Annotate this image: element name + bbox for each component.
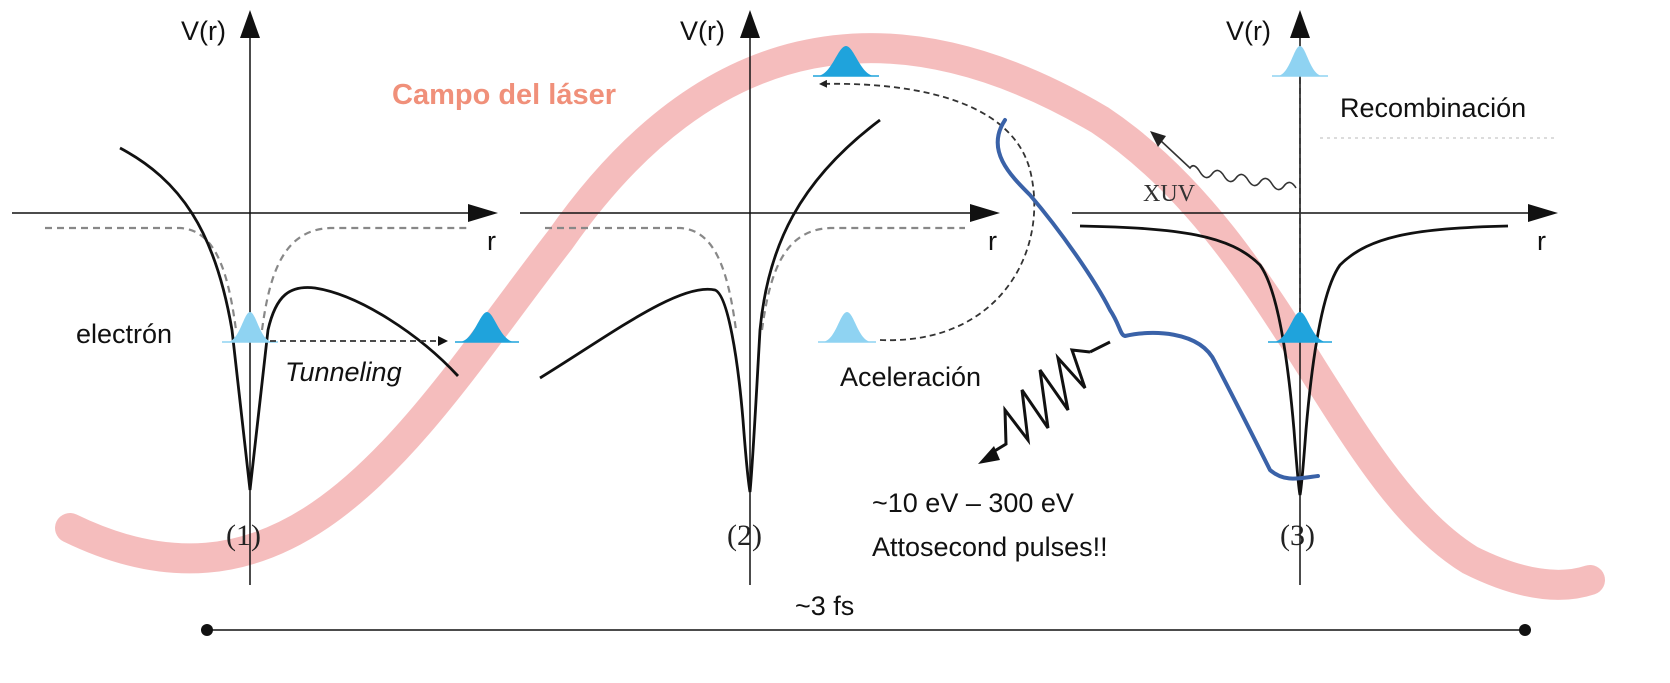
energy-range-label: ~10 eV – 300 eV	[872, 488, 1074, 518]
axis-r-2-arrowhead	[970, 204, 1000, 222]
wavepacket-far-2	[818, 46, 874, 76]
xuv-label: XUV	[1143, 181, 1196, 207]
tunneled-wavepacket-1	[460, 312, 514, 342]
tunneling-label: Tunneling	[285, 357, 402, 387]
panel-1-tunneling: V(r) r electrón Tunneling (1)	[12, 10, 519, 585]
axis-v-3-label: V(r)	[1226, 16, 1271, 46]
electron-trajectory-loop	[819, 79, 1036, 341]
tilted-potential-2	[539, 118, 881, 493]
stage-2-label: (2)	[727, 519, 762, 552]
laser-field-label: Campo del láser	[392, 79, 616, 111]
axis-r-3-label: r	[1537, 226, 1546, 256]
attosecond-pulse-arrowhead	[978, 446, 1000, 464]
axis-v-1-arrowhead	[240, 10, 260, 38]
recombination-label: Recombinación	[1340, 93, 1526, 123]
attosecond-pulse-wave	[987, 348, 1091, 457]
stage-1-label: (1)	[226, 519, 261, 552]
returning-wavepacket-3	[1278, 46, 1322, 76]
time-span-start-dot	[201, 624, 213, 636]
coulomb-potential-dashed-1	[45, 226, 470, 331]
coulomb-potential-dashed-2	[545, 226, 965, 331]
attosecond-pulses-label: Attosecond pulses!!	[872, 532, 1108, 562]
recombined-wavepacket-3	[1274, 312, 1326, 342]
time-span-end-dot	[1519, 624, 1531, 636]
bound-wavepacket-1	[228, 312, 272, 342]
axis-r-1-label: r	[487, 226, 496, 256]
panel-3-recombination: V(r) r XUV Recombinación (3)	[1072, 10, 1558, 585]
laser-field-wave	[55, 33, 1605, 600]
axis-v-3-arrowhead	[1290, 10, 1310, 38]
axis-v-2-arrowhead	[740, 10, 760, 38]
wavepacket-near-core-2	[823, 312, 871, 342]
axis-r-1-arrowhead	[468, 204, 498, 222]
axis-v-1-label: V(r)	[181, 16, 226, 46]
stage-3-label: (3)	[1280, 519, 1315, 552]
electron-label: electrón	[76, 319, 172, 349]
acceleration-label: Aceleración	[840, 362, 981, 392]
xuv-photon-arrowhead	[1150, 131, 1166, 147]
energy-bracket	[995, 118, 1320, 481]
panel-2-acceleration: V(r) r Aceleración (2)	[520, 10, 1036, 585]
time-span-label: ~3 fs	[795, 591, 854, 621]
coulomb-potential-3	[1079, 224, 1509, 496]
xuv-photon-squiggle	[1159, 139, 1297, 191]
tilted-potential-1	[119, 146, 460, 491]
axis-r-2-label: r	[988, 226, 997, 256]
axis-r-3-arrowhead	[1528, 204, 1558, 222]
axis-v-2-label: V(r)	[680, 16, 725, 46]
